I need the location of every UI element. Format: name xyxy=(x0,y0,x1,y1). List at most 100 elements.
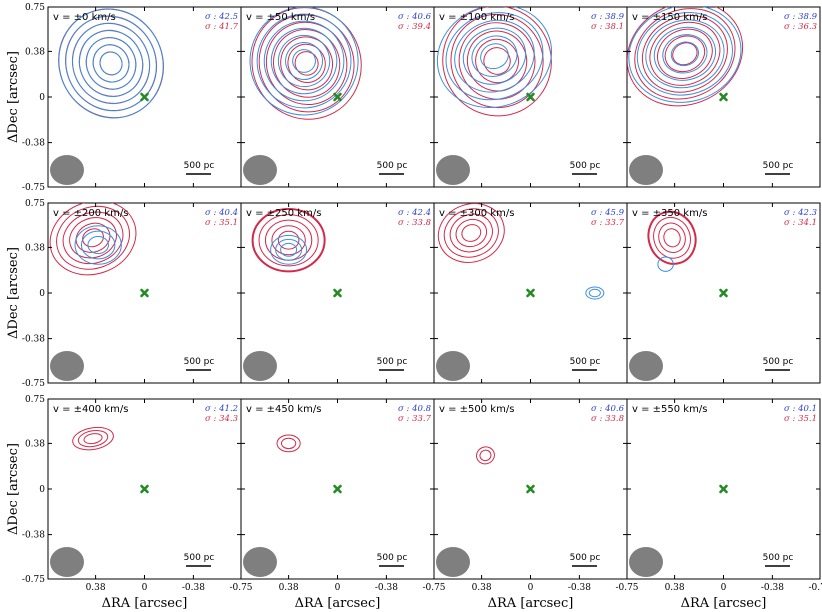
contour-layer xyxy=(476,446,495,465)
sigma-red-label: σ : 35.1 xyxy=(784,414,817,424)
velocity-label: v = ±100 km/s xyxy=(439,12,514,23)
blue-contour xyxy=(249,7,359,116)
blue-contour xyxy=(78,29,144,97)
center-marker xyxy=(526,92,535,102)
red-contour xyxy=(62,211,124,265)
blue-contour xyxy=(74,225,122,265)
blue-contour xyxy=(72,22,150,105)
beam-ellipse xyxy=(243,547,277,577)
sigma-blue-label: σ : 45.9 xyxy=(591,208,625,218)
y-tick-label: -0.75 xyxy=(22,379,45,389)
beam-ellipse xyxy=(629,155,663,185)
center-marker xyxy=(140,484,149,494)
contour-layer xyxy=(276,434,301,453)
sigma-blue-label: σ : 40.1 xyxy=(784,404,817,414)
x-tick-label: -0.38 xyxy=(568,583,591,593)
blue-contour xyxy=(653,26,716,81)
blue-contour xyxy=(80,230,116,260)
sigma-red-label: σ : 33.7 xyxy=(591,218,625,228)
center-marker xyxy=(526,484,535,494)
x-tick-label: 0 xyxy=(142,583,148,593)
red-contour xyxy=(258,214,319,267)
blue-contour xyxy=(65,15,157,112)
beam-ellipse xyxy=(50,351,84,381)
x-axis-label: ΔRA [arcsec] xyxy=(102,596,188,611)
contour-layer xyxy=(58,8,164,119)
scale-bar-label: 500 pc xyxy=(763,161,794,171)
red-contour xyxy=(657,28,713,79)
y-tick-label: -0.75 xyxy=(22,575,45,585)
scale-bar-label: 500 pc xyxy=(377,357,408,367)
x-axis-label: ΔRA [arcsec] xyxy=(488,596,574,611)
blue-contour xyxy=(277,34,331,88)
center-marker xyxy=(140,92,149,102)
blue-contour xyxy=(256,13,352,109)
blue-contour xyxy=(292,49,316,73)
y-tick-label: 0.38 xyxy=(25,243,45,253)
y-tick-label: 0.38 xyxy=(25,439,45,449)
blue-contour xyxy=(263,20,345,102)
beam-ellipse xyxy=(436,155,470,185)
blue-contour xyxy=(285,42,324,80)
scale-bar-label: 500 pc xyxy=(763,553,794,563)
contour-layer xyxy=(72,426,114,451)
y-tick-label: -0.38 xyxy=(22,531,45,541)
red-contour xyxy=(280,36,334,91)
center-marker xyxy=(333,484,342,494)
blue-contour xyxy=(662,34,708,74)
sigma-red-label: σ : 36.3 xyxy=(784,22,817,32)
contour-layer xyxy=(627,7,744,107)
beam-ellipse xyxy=(629,547,663,577)
scale-bar-label: 500 pc xyxy=(570,357,601,367)
red-contour xyxy=(476,446,495,465)
blue-contour xyxy=(92,44,130,83)
sigma-blue-label: σ : 40.6 xyxy=(398,12,432,22)
blue-contour xyxy=(445,12,544,101)
red-contour xyxy=(461,224,482,242)
sigma-blue-label: σ : 38.9 xyxy=(784,12,818,22)
beam-ellipse xyxy=(50,547,84,577)
blue-contour xyxy=(280,242,298,257)
red-contour xyxy=(294,51,319,76)
red-contour xyxy=(258,14,355,113)
y-tick-label: 0.75 xyxy=(25,3,45,13)
scale-bar-label: 500 pc xyxy=(377,553,408,563)
x-tick-label: 0.38 xyxy=(279,583,299,593)
red-contour xyxy=(83,433,103,445)
center-marker xyxy=(719,92,728,102)
red-contour xyxy=(251,208,326,273)
red-contour xyxy=(437,203,505,263)
blue-contour xyxy=(454,19,535,93)
velocity-label: v = ±500 km/s xyxy=(439,404,514,415)
y-tick-label: 0.75 xyxy=(25,395,45,405)
sigma-red-label: σ : 33.7 xyxy=(398,414,432,424)
red-contour xyxy=(649,21,721,86)
red-contour xyxy=(458,22,536,100)
velocity-label: v = ±300 km/s xyxy=(439,208,514,219)
scale-bar-label: 500 pc xyxy=(184,553,215,563)
x-tick-label: -0.75 xyxy=(229,583,252,593)
velocity-label: v = ±50 km/s xyxy=(246,12,315,23)
red-contour xyxy=(56,205,130,270)
beam-ellipse xyxy=(243,351,277,381)
sigma-blue-label: σ : 40.6 xyxy=(591,404,625,414)
center-marker xyxy=(526,288,535,298)
velocity-label: v = ±250 km/s xyxy=(246,208,321,219)
x-tick-label: -0.75 xyxy=(615,583,638,593)
panel-9: v = ±400 km/s σ : 41.2σ : 34.3 500 pc 0.75 0… xyxy=(22,395,253,593)
scale-bar-label: 500 pc xyxy=(570,161,601,171)
beam-ellipse xyxy=(629,351,663,381)
velocity-label: v = ±450 km/s xyxy=(246,404,321,415)
blue-contour xyxy=(85,37,137,90)
center-marker xyxy=(719,288,728,298)
red-contour xyxy=(273,29,341,98)
contour-layer xyxy=(437,203,605,300)
blue-contour xyxy=(58,8,164,119)
sigma-blue-label: σ : 38.9 xyxy=(591,12,625,22)
y-axis-label: ΔDec [arcsec] xyxy=(6,247,21,339)
y-tick-label: 0 xyxy=(39,289,45,299)
red-contour xyxy=(449,213,493,253)
panel-10: v = ±450 km/s σ : 40.8σ : 33.7 500 pc 0.38 0… xyxy=(240,398,446,593)
contour-layer xyxy=(249,7,362,120)
